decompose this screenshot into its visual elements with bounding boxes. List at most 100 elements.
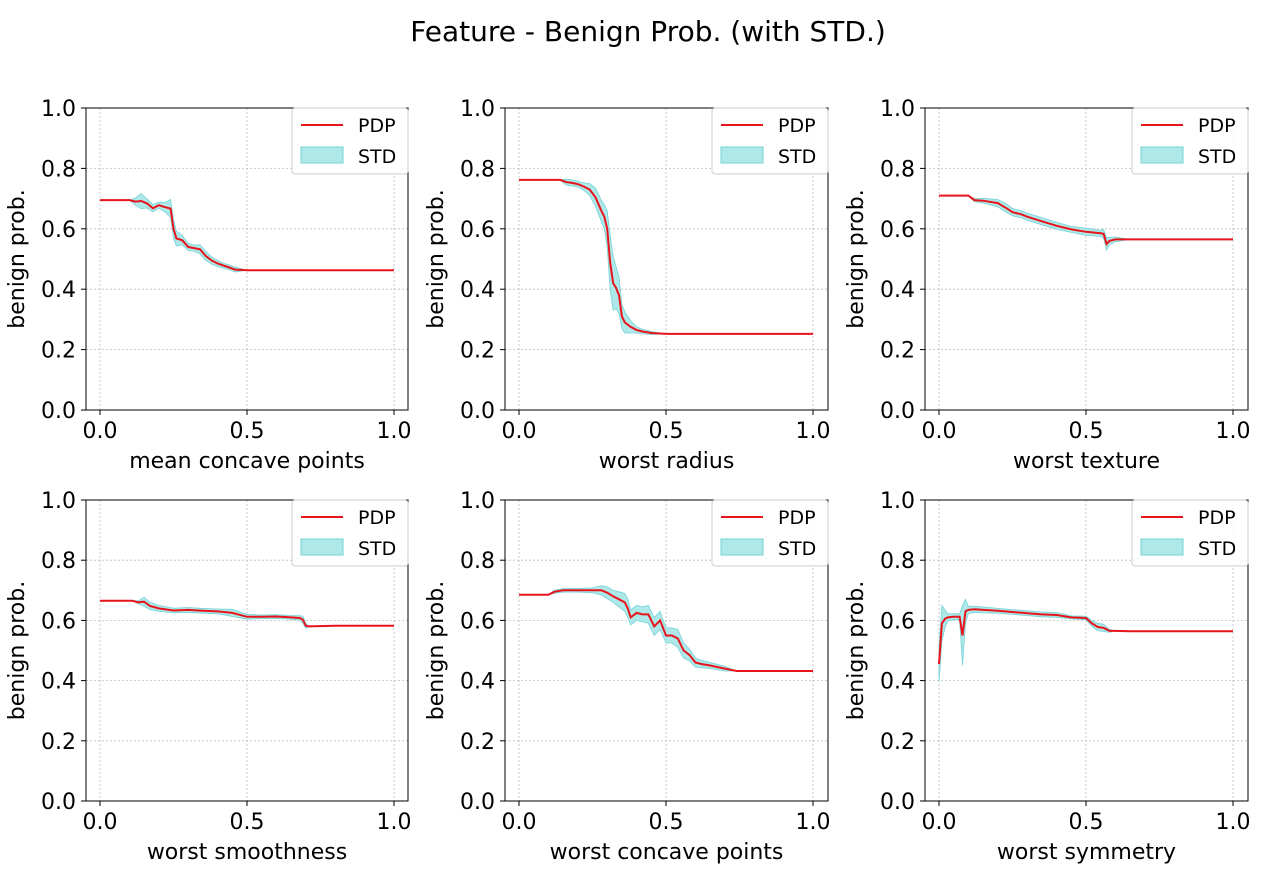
y-tick-label: 0.0 — [41, 790, 76, 815]
legend-std-swatch — [300, 538, 344, 556]
legend-std-swatch — [720, 146, 764, 164]
legend: PDP STD — [291, 499, 409, 567]
y-tick-label: 0.4 — [880, 670, 915, 695]
y-tick-label: 0.6 — [460, 609, 495, 634]
x-tick-label: 0.5 — [1069, 810, 1104, 835]
pdp-line — [938, 608, 1233, 665]
y-tick-label: 1.0 — [880, 97, 915, 122]
std-band — [100, 192, 394, 273]
subplot-4: 0.0 0.2 0.4 0.6 0.8 1.0 0.0 0.5 1.0 worst smoothn… — [5, 489, 412, 865]
subplot-3: 0.0 0.2 0.4 0.6 0.8 1.0 0.0 0.5 1.0 worst texture… — [844, 97, 1251, 474]
x-tick-label: 1.0 — [377, 810, 412, 835]
legend-pdp-label: PDP — [1198, 507, 1236, 529]
y-tick-label: 0.6 — [460, 218, 495, 243]
x-tick-label: 0.0 — [922, 810, 957, 835]
x-axis-label: worst radius — [599, 449, 735, 474]
y-tick-label: 1.0 — [41, 97, 76, 122]
legend-std-label: STD — [1198, 146, 1236, 168]
legend-std-label: STD — [358, 538, 396, 560]
std-band — [939, 195, 1233, 251]
y-axis-label: benign prob. — [424, 189, 449, 328]
x-tick-label: 0.0 — [83, 810, 118, 835]
x-tick-label: 1.0 — [796, 810, 831, 835]
y-tick-label: 0.4 — [41, 278, 76, 303]
legend-std-swatch — [1140, 146, 1184, 164]
legend-std-label: STD — [358, 146, 396, 168]
x-axis-label: worst concave points — [550, 840, 784, 865]
y-axis-label: benign prob. — [844, 581, 869, 720]
y-tick-label: 0.6 — [41, 609, 76, 634]
y-tick-label: 0.4 — [460, 670, 495, 695]
x-tick-label: 1.0 — [1216, 810, 1251, 835]
std-band — [519, 178, 813, 335]
legend-pdp-label: PDP — [778, 507, 816, 529]
legend-pdp-label: PDP — [358, 115, 396, 137]
pdp-line — [100, 599, 394, 628]
x-axis-label: mean concave points — [129, 449, 365, 474]
x-tick-label: 0.5 — [649, 810, 684, 835]
y-tick-label: 0.0 — [880, 399, 915, 424]
y-tick-label: 0.0 — [460, 399, 495, 424]
x-tick-label: 1.0 — [377, 419, 412, 444]
y-tick-label: 1.0 — [460, 97, 495, 122]
y-tick-label: 0.0 — [41, 399, 76, 424]
y-tick-label: 0.6 — [880, 609, 915, 634]
x-tick-label: 0.0 — [502, 810, 537, 835]
y-axis-label: benign prob. — [424, 581, 449, 720]
y-tick-label: 0.6 — [41, 218, 76, 243]
legend-std-swatch — [300, 146, 344, 164]
legend-std-swatch — [1140, 538, 1184, 556]
y-tick-label: 0.0 — [460, 790, 495, 815]
y-tick-label: 0.8 — [460, 549, 495, 574]
x-axis-label: worst symmetry — [997, 840, 1176, 865]
y-tick-label: 0.2 — [880, 730, 915, 755]
y-tick-label: 0.2 — [41, 730, 76, 755]
legend-std-label: STD — [778, 146, 816, 168]
pdp-line — [519, 178, 813, 335]
y-tick-label: 1.0 — [880, 489, 915, 514]
legend: PDP STD — [1131, 107, 1249, 175]
std-band — [519, 585, 813, 672]
x-tick-label: 0.5 — [649, 419, 684, 444]
y-tick-label: 0.8 — [880, 157, 915, 182]
x-tick-label: 0.5 — [1069, 419, 1104, 444]
legend: PDP STD — [1131, 499, 1249, 567]
legend-pdp-label: PDP — [358, 507, 396, 529]
subplot-6: 0.0 0.2 0.4 0.6 0.8 1.0 0.0 0.5 1.0 worst symmetr… — [844, 489, 1251, 865]
x-tick-label: 0.5 — [230, 810, 265, 835]
legend-pdp-label: PDP — [778, 115, 816, 137]
pdp-line — [100, 199, 394, 272]
x-axis-label: worst texture — [1013, 449, 1160, 474]
y-tick-label: 0.8 — [460, 157, 495, 182]
y-tick-label: 0.2 — [460, 730, 495, 755]
y-tick-label: 0.2 — [460, 339, 495, 364]
x-tick-label: 1.0 — [796, 419, 831, 444]
x-axis-label: worst smoothness — [147, 840, 347, 865]
y-tick-label: 0.6 — [880, 218, 915, 243]
legend: PDP STD — [711, 107, 829, 175]
y-tick-label: 0.4 — [41, 670, 76, 695]
x-tick-label: 0.5 — [230, 419, 265, 444]
y-axis-label: benign prob. — [5, 189, 30, 328]
legend-std-label: STD — [1198, 538, 1236, 560]
legend-std-label: STD — [778, 538, 816, 560]
x-tick-label: 0.0 — [922, 419, 957, 444]
subplot-5: 0.0 0.2 0.4 0.6 0.8 1.0 0.0 0.5 1.0 worst concave… — [424, 489, 831, 865]
y-tick-label: 0.8 — [41, 157, 76, 182]
legend: PDP STD — [711, 499, 829, 567]
y-tick-label: 1.0 — [460, 489, 495, 514]
x-tick-label: 0.0 — [502, 419, 537, 444]
y-tick-label: 0.2 — [41, 339, 76, 364]
legend-pdp-label: PDP — [1198, 115, 1236, 137]
legend-std-swatch — [720, 538, 764, 556]
y-tick-label: 0.0 — [880, 790, 915, 815]
std-band — [100, 596, 394, 629]
pdp-line — [519, 589, 813, 672]
subplot-2: 0.0 0.2 0.4 0.6 0.8 1.0 0.0 0.5 1.0 worst radius b… — [424, 97, 831, 474]
figure-title: Feature - Benign Prob. (with STD.) — [410, 15, 886, 48]
x-tick-label: 0.0 — [83, 419, 118, 444]
y-tick-label: 1.0 — [41, 489, 76, 514]
pdp-line — [939, 194, 1233, 246]
y-tick-label: 0.4 — [880, 278, 915, 303]
